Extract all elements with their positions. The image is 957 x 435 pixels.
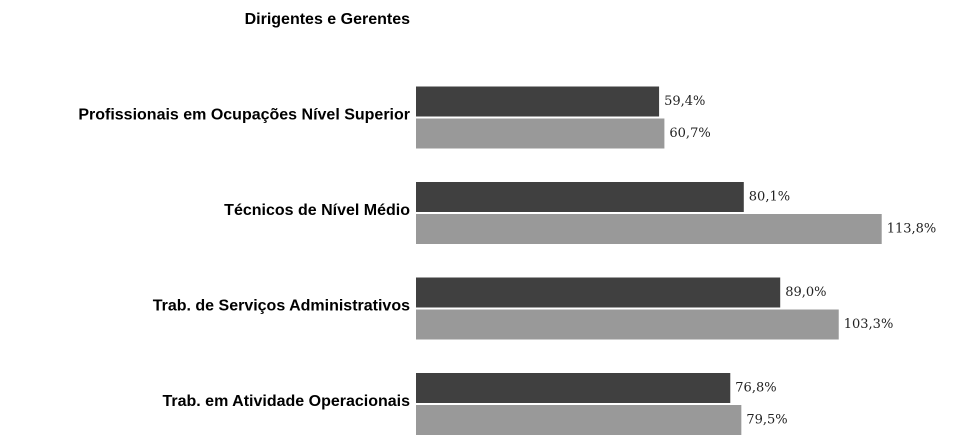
category-label: Profissionais em Ocupações Nível Superio…: [78, 107, 410, 124]
value-label: 113,8%: [887, 222, 937, 237]
value-label: 79,5%: [746, 413, 787, 428]
value-label: 59,4%: [664, 94, 705, 109]
bar: [416, 309, 839, 340]
bar: [416, 86, 660, 117]
bar: [416, 405, 742, 435]
bar: [416, 277, 781, 308]
bar: [416, 118, 665, 149]
bar: [416, 214, 882, 244]
category-label: Trab. de Serviços Administrativos: [153, 298, 410, 315]
value-label: 80,1%: [749, 190, 790, 205]
bar: [416, 373, 731, 403]
value-label: 89,0%: [785, 285, 826, 300]
value-label: 76,8%: [735, 381, 776, 396]
value-label: 103,3%: [844, 317, 894, 332]
category-label: Dirigentes e Gerentes: [245, 11, 411, 28]
value-label: 60,7%: [669, 126, 710, 141]
bar: [416, 182, 744, 212]
category-label: Técnicos de Nível Médio: [224, 202, 410, 219]
category-label: Trab. em Atividade Operacionais: [163, 393, 411, 410]
